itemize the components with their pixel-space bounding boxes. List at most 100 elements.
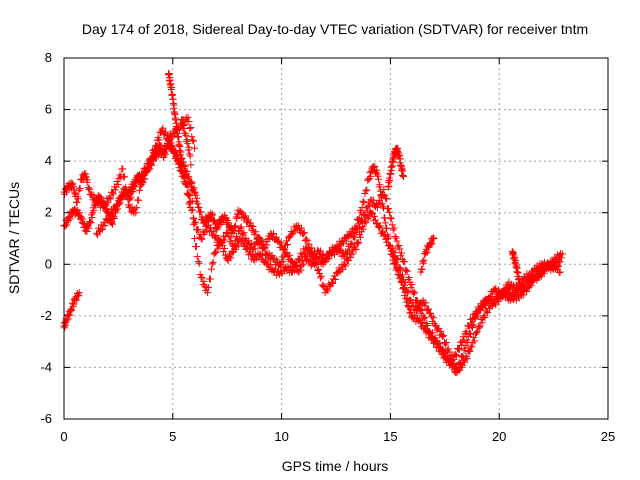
data-point <box>419 257 427 265</box>
data-point <box>208 260 216 268</box>
data-point <box>212 231 220 239</box>
data-point <box>165 70 173 78</box>
data-point <box>311 248 319 256</box>
data-point <box>378 193 386 201</box>
data-point <box>385 205 393 213</box>
data-point <box>115 174 123 182</box>
data-point <box>455 345 463 353</box>
data-point <box>232 222 240 230</box>
data-point <box>73 198 81 206</box>
data-point <box>484 309 492 317</box>
data-point <box>329 279 337 287</box>
data-point <box>185 118 193 126</box>
data-point <box>409 298 417 306</box>
data-point <box>137 181 145 189</box>
data-point <box>367 172 375 180</box>
x-tick-labels: 0 5 10 15 20 25 <box>60 429 615 444</box>
data-point <box>371 212 379 220</box>
data-point <box>127 193 135 201</box>
data-point <box>385 208 393 216</box>
data-point <box>450 360 458 368</box>
data-point <box>454 367 462 375</box>
data-point <box>376 181 384 189</box>
data-point <box>379 202 387 210</box>
data-point <box>75 289 83 297</box>
data-point <box>238 235 246 243</box>
data-point <box>459 352 467 360</box>
data-point <box>73 296 81 304</box>
data-point <box>427 239 435 247</box>
data-point <box>132 209 140 217</box>
data-point <box>106 193 114 201</box>
y-tick-labels: -6 -4 -2 0 2 4 6 8 <box>40 50 52 426</box>
data-point <box>85 224 93 232</box>
data-point <box>114 181 122 189</box>
data-point <box>119 165 127 173</box>
data-point <box>395 241 403 249</box>
data-point <box>463 355 471 363</box>
data-point <box>342 237 350 245</box>
y-tick-label: -2 <box>40 308 52 323</box>
data-point <box>403 289 411 297</box>
data-point <box>402 294 410 302</box>
data-point <box>198 235 206 243</box>
data-point <box>471 337 479 345</box>
data-point <box>111 205 119 213</box>
data-point <box>227 234 235 242</box>
data-point <box>357 209 365 217</box>
data-point <box>454 344 462 352</box>
data-point <box>466 329 474 337</box>
data-point <box>194 258 202 266</box>
data-point <box>75 292 83 300</box>
data-point <box>72 208 80 216</box>
data-point <box>184 139 192 147</box>
data-point <box>376 222 384 230</box>
data-point <box>193 194 201 202</box>
x-axis-label: GPS time / hours <box>282 458 389 474</box>
data-point <box>136 182 144 190</box>
data-point <box>209 210 217 218</box>
data-point <box>342 262 350 270</box>
data-point <box>381 231 389 239</box>
data-point <box>357 233 365 241</box>
data-point <box>359 197 367 205</box>
data-point <box>404 288 412 296</box>
data-point <box>219 248 227 256</box>
data-point <box>76 184 84 192</box>
data-point <box>96 193 104 201</box>
data-point <box>136 186 144 194</box>
data-point <box>305 240 313 248</box>
data-point <box>396 264 404 272</box>
data-point <box>341 260 349 268</box>
data-point <box>190 221 198 229</box>
data-point <box>386 177 394 185</box>
data-point <box>456 360 464 368</box>
data-point <box>396 245 404 253</box>
data-point <box>402 266 410 274</box>
data-point <box>180 161 188 169</box>
data-point <box>272 233 280 241</box>
data-point <box>194 200 202 208</box>
data-point <box>396 155 404 163</box>
data-point <box>179 121 187 129</box>
data-point <box>71 189 79 197</box>
data-point <box>286 251 294 259</box>
data-point <box>90 207 98 215</box>
data-point <box>211 249 219 257</box>
data-point <box>556 268 564 276</box>
data-point <box>403 267 411 275</box>
data-point <box>514 269 522 277</box>
data-point <box>421 314 429 322</box>
series-track-e <box>164 69 566 376</box>
data-point <box>355 214 363 222</box>
data-point <box>309 255 317 263</box>
series-track-g <box>384 144 407 191</box>
data-point <box>383 195 391 203</box>
data-series <box>60 69 566 377</box>
data-point <box>227 254 235 262</box>
data-point <box>516 280 524 288</box>
data-point <box>241 239 249 247</box>
data-point <box>218 238 226 246</box>
data-point <box>411 288 419 296</box>
data-point <box>296 256 304 264</box>
